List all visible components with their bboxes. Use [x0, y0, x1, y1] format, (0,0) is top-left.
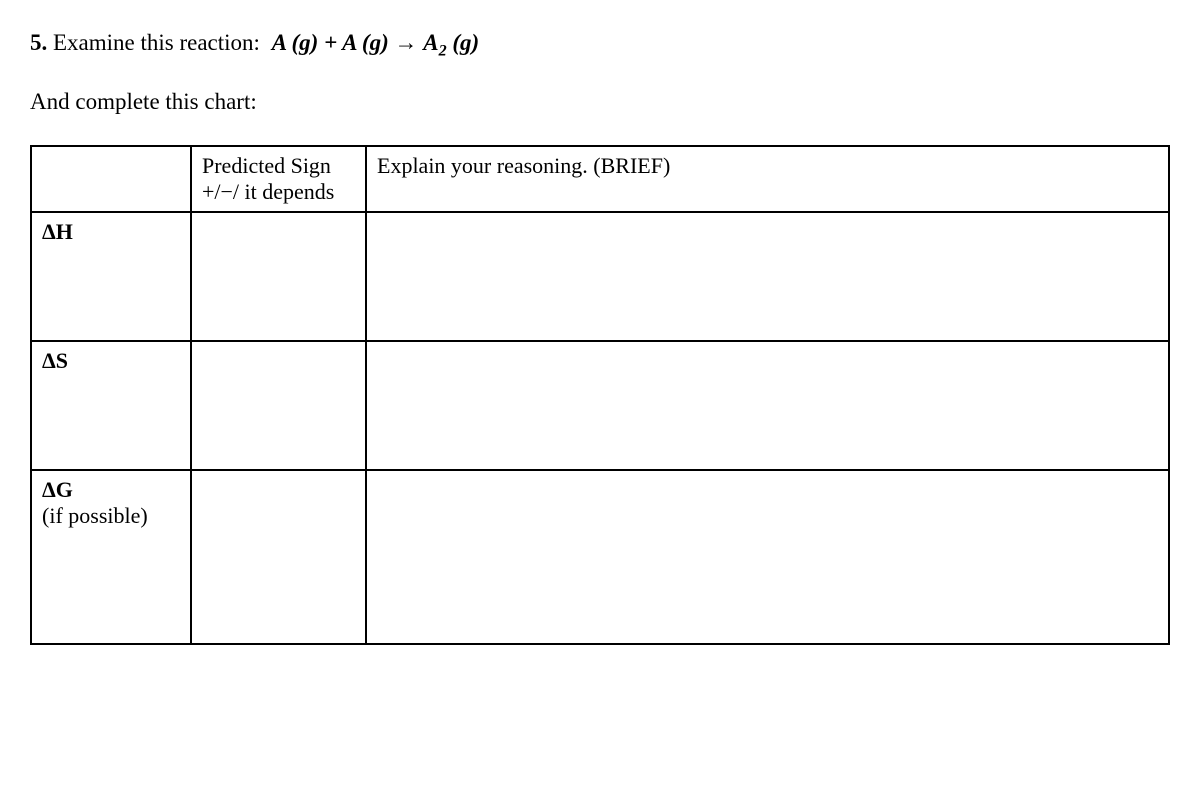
reaction-rhs-A: A	[423, 30, 438, 55]
table-row: ΔS	[31, 341, 1169, 470]
row-label-cell: ΔH	[31, 212, 191, 341]
reaction-lhs1: A (g)	[272, 30, 319, 55]
row-label: ΔG	[42, 477, 73, 502]
row-label: ΔH	[42, 219, 73, 244]
header-col2-line1: Predicted Sign	[202, 153, 331, 178]
row-label-cell: ΔS	[31, 341, 191, 470]
header-col2-line2: +/−/ it depends	[202, 179, 334, 204]
row-sign-cell[interactable]	[191, 212, 366, 341]
table-header-row: Predicted Sign +/−/ it depends Explain y…	[31, 146, 1169, 212]
header-predicted-sign: Predicted Sign +/−/ it depends	[191, 146, 366, 212]
reaction-rhs-sub: 2	[439, 43, 447, 60]
question-prompt: Examine this reaction:	[53, 30, 260, 55]
row-sublabel: (if possible)	[42, 503, 180, 529]
reaction-equation: A (g) + A (g) → A2 (g)	[272, 30, 480, 55]
row-label-cell: ΔG (if possible)	[31, 470, 191, 644]
row-reason-cell[interactable]	[366, 341, 1169, 470]
chart-table: Predicted Sign +/−/ it depends Explain y…	[30, 145, 1170, 645]
question-number: 5.	[30, 30, 47, 55]
reaction-rhs-tail: (g)	[447, 30, 480, 55]
row-label: ΔS	[42, 348, 68, 373]
row-reason-cell[interactable]	[366, 470, 1169, 644]
row-reason-cell[interactable]	[366, 212, 1169, 341]
row-sign-cell[interactable]	[191, 470, 366, 644]
header-empty	[31, 146, 191, 212]
table-row: ΔH	[31, 212, 1169, 341]
header-explain: Explain your reasoning. (BRIEF)	[366, 146, 1169, 212]
reaction-lhs2: A (g)	[342, 30, 389, 55]
question-line: 5. Examine this reaction: A (g) + A (g) …	[30, 30, 1170, 61]
reaction-arrow: →	[389, 30, 424, 55]
reaction-plus: +	[318, 30, 342, 55]
instruction-text: And complete this chart:	[30, 89, 1170, 115]
table-row: ΔG (if possible)	[31, 470, 1169, 644]
row-sign-cell[interactable]	[191, 341, 366, 470]
